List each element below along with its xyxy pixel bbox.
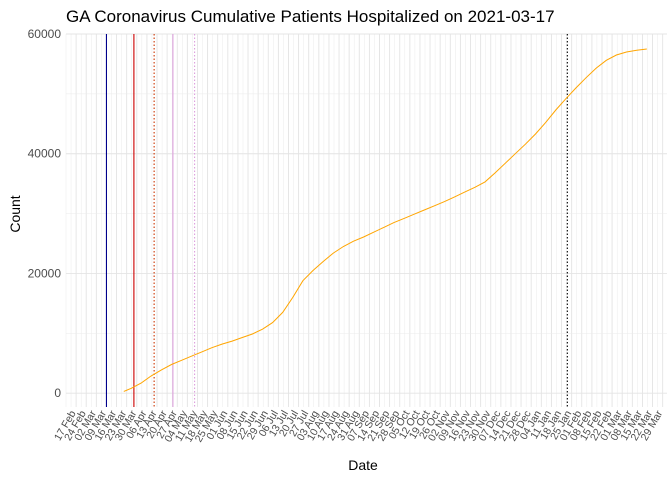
grid	[65, 33, 667, 407]
chart-title: GA Coronavirus Cumulative Patients Hospi…	[66, 7, 555, 26]
y-tick-label: 40000	[28, 147, 62, 161]
series	[123, 48, 647, 392]
series-line-cumulative-hospitalized	[123, 48, 647, 392]
y-tick-label: 0	[54, 386, 61, 400]
y-axis-ticks: 0 20000 40000 60000	[28, 27, 62, 400]
y-axis-title: Count	[7, 195, 23, 232]
y-tick-label: 60000	[28, 27, 62, 41]
x-axis-title: Date	[348, 457, 378, 473]
y-tick-label: 20000	[28, 266, 62, 280]
reference-lines	[105, 34, 568, 407]
